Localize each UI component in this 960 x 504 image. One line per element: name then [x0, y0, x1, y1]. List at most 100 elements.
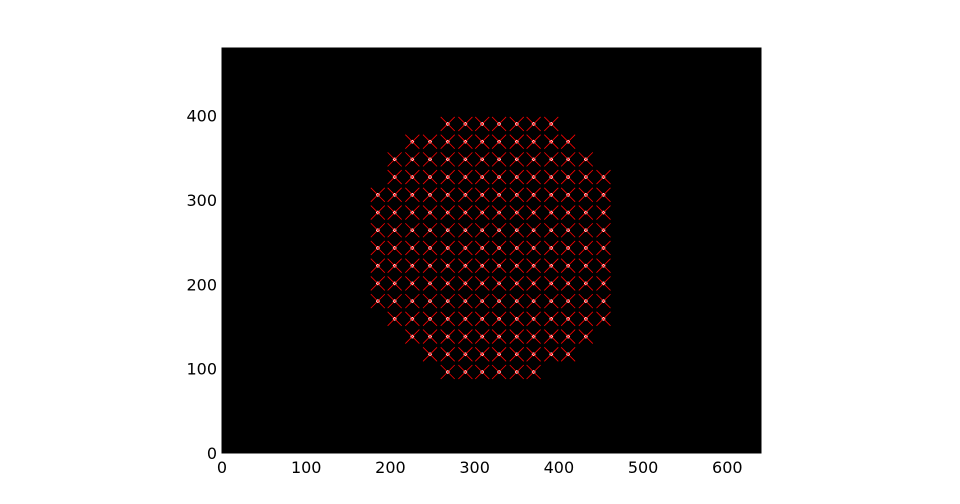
marker-stroke — [440, 258, 455, 273]
detection-marker — [387, 276, 402, 291]
detection-marker — [440, 293, 455, 309]
marker-stroke — [405, 293, 420, 309]
x-axis-ticks: 0 100 200 300 400 500 600 — [217, 48, 743, 477]
marker-stroke — [387, 169, 402, 185]
detection-marker — [440, 364, 455, 380]
detection-marker — [491, 364, 507, 380]
detection-marker — [578, 205, 594, 220]
marker-stroke — [474, 364, 490, 380]
marker-stroke — [526, 293, 541, 309]
marker-stroke — [405, 187, 420, 203]
detection-marker — [526, 346, 541, 362]
marker-stroke — [509, 364, 525, 380]
detection-marker — [474, 152, 490, 167]
marker-stroke — [596, 311, 611, 327]
marker-stroke — [458, 293, 473, 309]
detection-marker — [440, 152, 455, 167]
detection-marker — [509, 311, 525, 327]
detection-marker — [474, 311, 490, 327]
marker-stroke — [422, 276, 438, 291]
marker-stroke — [560, 329, 576, 344]
detection-marker — [491, 329, 507, 344]
detection-marker — [440, 222, 455, 238]
detection-marker — [458, 240, 473, 256]
detection-marker — [387, 222, 402, 238]
marker-stroke — [405, 152, 420, 167]
marker-stroke — [596, 276, 611, 291]
marker-stroke — [491, 205, 507, 220]
detection-marker — [440, 346, 455, 362]
marker-stroke — [387, 311, 402, 327]
detection-marker — [422, 311, 438, 327]
marker-stroke — [387, 205, 402, 220]
marker-stroke — [387, 293, 402, 309]
marker-stroke — [405, 329, 420, 344]
marker-stroke — [474, 152, 490, 167]
marker-stroke — [509, 169, 525, 185]
detection-marker — [458, 205, 473, 220]
marker-stroke — [544, 222, 559, 238]
detection-marker — [405, 187, 420, 203]
detection-marker — [596, 276, 611, 291]
detection-marker — [509, 116, 525, 132]
detection-marker — [370, 293, 386, 309]
marker-stroke — [560, 240, 576, 256]
marker-stroke — [526, 169, 541, 185]
detection-marker — [405, 276, 420, 291]
detection-marker — [509, 276, 525, 291]
marker-stroke — [422, 169, 438, 185]
marker-stroke — [596, 205, 611, 220]
detection-marker — [596, 240, 611, 256]
marker-stroke — [474, 222, 490, 238]
marker-stroke — [387, 222, 402, 238]
detection-marker — [474, 346, 490, 362]
detection-marker — [526, 134, 541, 149]
marker-stroke — [509, 311, 525, 327]
marker-stroke — [422, 187, 438, 203]
detection-marker — [509, 152, 525, 167]
marker-stroke — [405, 276, 420, 291]
marker-stroke — [405, 258, 420, 273]
detection-marker — [422, 258, 438, 273]
marker-stroke — [544, 205, 559, 220]
detection-marker — [370, 276, 386, 291]
marker-stroke — [526, 329, 541, 344]
detection-marker — [405, 258, 420, 273]
marker-stroke — [544, 276, 559, 291]
marker-stroke — [491, 311, 507, 327]
x-tick-label: 500 — [628, 458, 659, 477]
marker-stroke — [387, 187, 402, 203]
detection-marker — [509, 293, 525, 309]
marker-stroke — [509, 187, 525, 203]
marker-stroke — [440, 134, 455, 149]
marker-stroke — [370, 205, 386, 220]
detection-marker — [405, 329, 420, 344]
detection-marker — [526, 169, 541, 185]
marker-stroke — [458, 329, 473, 344]
detection-marker — [509, 258, 525, 273]
detection-marker — [544, 169, 559, 185]
marker-stroke — [422, 152, 438, 167]
detection-marker — [440, 240, 455, 256]
detection-marker — [491, 134, 507, 149]
detection-marker — [526, 293, 541, 309]
marker-stroke — [370, 276, 386, 291]
marker-stroke — [440, 205, 455, 220]
detection-marker — [491, 311, 507, 327]
x-tick-label: 300 — [459, 458, 490, 477]
marker-stroke — [387, 276, 402, 291]
detection-marker — [440, 205, 455, 220]
detection-marker — [387, 258, 402, 273]
detection-marker — [544, 116, 559, 132]
marker-stroke — [578, 240, 594, 256]
detection-marker — [596, 293, 611, 309]
detection-marker — [440, 169, 455, 185]
marker-stroke — [491, 240, 507, 256]
detection-marker — [491, 293, 507, 309]
marker-stroke — [422, 311, 438, 327]
marker-stroke — [596, 240, 611, 256]
detection-marker — [405, 169, 420, 185]
detection-marker — [560, 169, 576, 185]
marker-stroke — [560, 222, 576, 238]
